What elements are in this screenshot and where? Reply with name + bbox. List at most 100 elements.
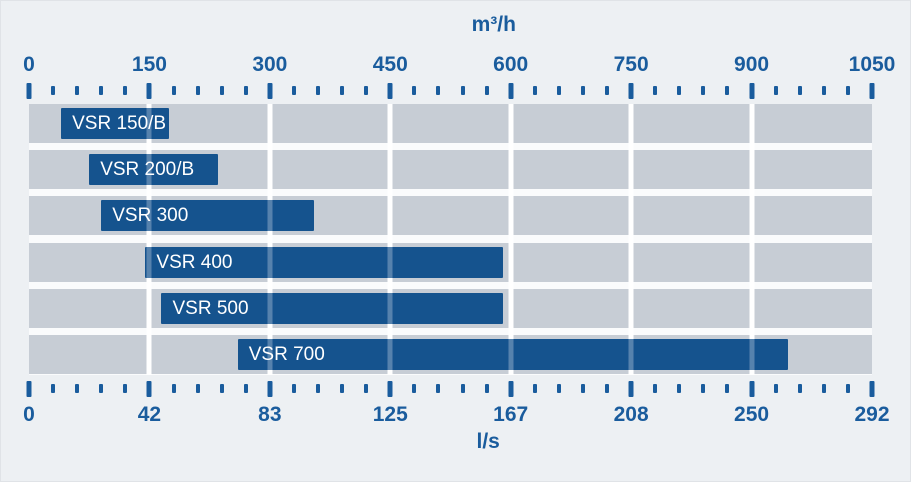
major-tick — [628, 381, 634, 397]
minor-tick — [436, 86, 441, 95]
range-bar-label: VSR 300 — [112, 205, 189, 226]
range-bar-label: VSR 400 — [156, 252, 233, 273]
minor-tick — [845, 384, 850, 393]
minor-tick — [797, 86, 802, 95]
bottom-axis-tick-label: 250 — [734, 403, 770, 426]
bottom-axis-tick-label: 83 — [258, 403, 282, 426]
minor-tick — [556, 384, 561, 393]
gridline-overlay — [267, 104, 273, 375]
minor-tick — [677, 86, 682, 95]
range-bar: VSR 500 — [161, 293, 503, 324]
minor-tick — [845, 86, 850, 95]
minor-tick — [484, 86, 489, 95]
minor-tick — [316, 86, 321, 95]
minor-tick — [605, 86, 610, 95]
gridline-overlay — [146, 104, 152, 375]
gridline — [749, 104, 755, 375]
major-tick — [749, 381, 755, 397]
minor-tick — [123, 384, 128, 393]
minor-tick — [821, 384, 826, 393]
major-tick — [508, 83, 514, 99]
range-bar-label: VSR 700 — [248, 344, 325, 365]
major-tick — [628, 83, 634, 99]
range-bar: VSR 700 — [237, 339, 788, 370]
major-tick — [267, 381, 273, 397]
major-tick — [387, 83, 393, 99]
minor-tick — [340, 384, 345, 393]
minor-tick — [725, 86, 730, 95]
minor-tick — [436, 384, 441, 393]
major-tick — [749, 83, 755, 99]
bottom-axis-unit-label: l/s — [476, 430, 500, 453]
minor-tick — [580, 384, 585, 393]
minor-tick — [773, 384, 778, 393]
top-axis-tick-label: 450 — [372, 53, 408, 76]
minor-tick — [171, 384, 176, 393]
minor-tick — [797, 384, 802, 393]
gridline-overlay — [387, 104, 393, 375]
top-axis-tick-label: 1050 — [848, 53, 896, 76]
range-bar: VSR 200/B — [89, 154, 218, 185]
minor-tick — [412, 384, 417, 393]
range-bar: VSR 400 — [145, 247, 503, 278]
minor-tick — [75, 86, 80, 95]
minor-tick — [219, 384, 224, 393]
minor-tick — [532, 86, 537, 95]
minor-tick — [51, 86, 56, 95]
major-tick — [146, 83, 152, 99]
minor-tick — [75, 384, 80, 393]
minor-tick — [653, 384, 658, 393]
bottom-axis-tick-label: 0 — [23, 403, 35, 426]
bottom-axis-ticks — [26, 381, 875, 397]
gridline — [146, 104, 152, 375]
minor-tick — [460, 384, 465, 393]
range-bar-label: VSR 500 — [172, 298, 249, 319]
chart-rows: VSR 150/B VSR 200/B VSR 300 VSR 400 VSR 500 V… — [29, 104, 872, 375]
minor-tick — [291, 384, 296, 393]
top-axis-tick-label: 150 — [131, 53, 167, 76]
major-tick — [869, 381, 875, 397]
gridline — [628, 104, 634, 375]
minor-tick — [532, 384, 537, 393]
major-tick — [869, 83, 875, 99]
top-axis-tick-label: 600 — [493, 53, 529, 76]
gridline-overlay — [508, 104, 514, 375]
minor-tick — [99, 86, 104, 95]
bottom-axis-tick-label: 125 — [372, 403, 408, 426]
major-tick — [26, 381, 32, 397]
minor-tick — [364, 86, 369, 95]
bottom-axis-tick-label: 292 — [854, 403, 890, 426]
minor-tick — [460, 86, 465, 95]
minor-tick — [677, 384, 682, 393]
minor-tick — [195, 86, 200, 95]
bottom-axis-tick-label: 208 — [613, 403, 649, 426]
range-bar-label: VSR 200/B — [100, 159, 195, 180]
top-axis-ticks — [26, 83, 875, 99]
gridline — [387, 104, 393, 375]
major-tick — [508, 381, 514, 397]
minor-tick — [171, 86, 176, 95]
major-tick — [267, 83, 273, 99]
minor-tick — [291, 86, 296, 95]
minor-tick — [653, 86, 658, 95]
minor-tick — [364, 384, 369, 393]
minor-tick — [316, 384, 321, 393]
gridline — [508, 104, 514, 375]
range-bar-label: VSR 150/B — [72, 113, 167, 134]
top-axis-labels: 0 150 300 450 600 750 900 1050 — [23, 52, 895, 78]
major-tick — [146, 381, 152, 397]
minor-tick — [701, 86, 706, 95]
minor-tick — [701, 384, 706, 393]
row-band — [29, 104, 872, 143]
minor-tick — [243, 86, 248, 95]
minor-tick — [556, 86, 561, 95]
gridline — [267, 104, 273, 375]
range-bar: VSR 150/B — [61, 108, 170, 139]
minor-tick — [243, 384, 248, 393]
minor-tick — [821, 86, 826, 95]
minor-tick — [605, 384, 610, 393]
top-axis-tick-label: 300 — [252, 53, 288, 76]
range-bar: VSR 300 — [101, 200, 314, 231]
gridline-overlay — [749, 104, 755, 375]
